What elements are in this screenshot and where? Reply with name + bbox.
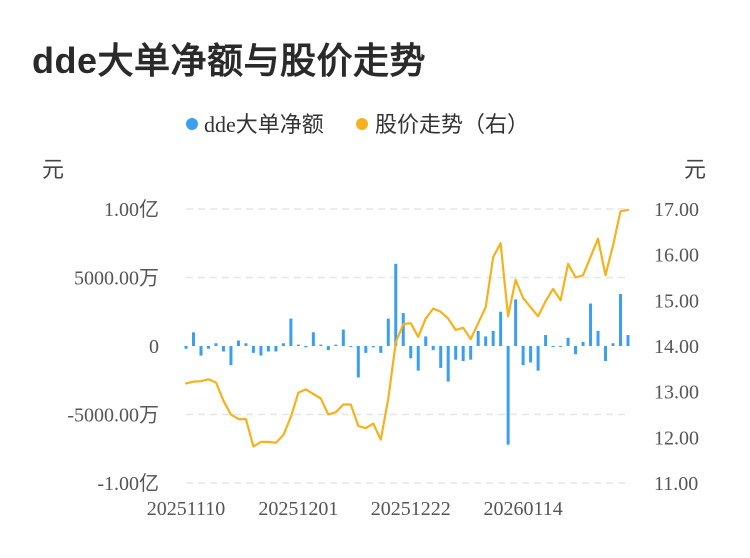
bar: [191, 332, 195, 346]
bar: [394, 263, 398, 346]
bar: [506, 346, 510, 445]
bar: [371, 346, 375, 348]
bar: [604, 346, 608, 362]
bar: [401, 313, 405, 346]
bar: [499, 311, 503, 346]
left-tick-label: -5000.00万: [67, 405, 159, 427]
axis-labels: 1.00亿 5000.00万 0 -5000.00万 -1.00亿 17.00 16.00 1…: [67, 198, 699, 520]
right-tick-label: 13.00: [654, 382, 699, 404]
right-tick-label: 14.00: [654, 336, 699, 358]
bar: [281, 343, 285, 346]
bar: [551, 346, 555, 347]
legend-label-line[interactable]: 股价走势（右）: [375, 112, 529, 137]
legend-label-bar[interactable]: dde大单净额: [204, 112, 324, 137]
right-tick-label: 16.00: [654, 245, 699, 267]
bar: [619, 293, 623, 346]
bar: [334, 344, 338, 346]
right-axis-unit: 元: [684, 157, 706, 182]
page-title: dde大单净额与股价走势: [32, 40, 427, 81]
bar: [199, 346, 203, 356]
bar: [454, 346, 458, 360]
left-axis-unit: 元: [42, 157, 64, 182]
bar: [596, 330, 600, 346]
bar: [236, 340, 240, 346]
grid-lines: [186, 208, 628, 484]
bar: [476, 330, 480, 346]
bar: [581, 341, 585, 346]
bar: [379, 346, 383, 353]
bar: [356, 346, 360, 378]
bar: [311, 332, 315, 346]
bar: [529, 346, 533, 363]
bar: [206, 346, 210, 349]
bar: [491, 330, 495, 346]
right-tick-label: 17.00: [654, 199, 699, 221]
bar: [349, 346, 353, 347]
legend-marker-bar[interactable]: [186, 118, 198, 130]
bar: [484, 336, 488, 346]
bar: [326, 346, 330, 351]
bar: [424, 336, 428, 346]
bar: [536, 346, 540, 371]
legend-marker-line[interactable]: [356, 118, 368, 130]
x-tick-label: 20251222: [371, 498, 451, 520]
right-tick-label: 15.00: [654, 290, 699, 312]
bar: [409, 346, 413, 359]
bar: [244, 343, 248, 346]
bar: [289, 318, 293, 346]
line-series: [184, 208, 630, 448]
bar: [274, 346, 278, 352]
bar: [251, 346, 255, 353]
bar: [514, 299, 518, 346]
bar: [319, 344, 323, 346]
bar: [439, 346, 443, 368]
left-tick-label: -1.00亿: [97, 472, 159, 495]
left-tick-label: 1.00亿: [104, 198, 159, 221]
bar: [626, 335, 630, 346]
bar: [416, 346, 420, 371]
x-tick-label: 20251201: [258, 498, 338, 520]
bar: [259, 346, 263, 356]
legend: dde大单净额 股价走势（右）: [186, 112, 529, 137]
bar: [461, 346, 465, 362]
left-tick-label: 5000.00万: [74, 268, 159, 290]
price-line: [184, 208, 630, 448]
bar: [589, 303, 593, 346]
bar: [611, 343, 615, 346]
bar: [469, 346, 473, 360]
bar: [341, 329, 345, 346]
bar: [559, 346, 563, 347]
bar: [214, 343, 218, 346]
bar: [304, 346, 308, 348]
bar: [266, 346, 270, 352]
bar: [566, 337, 570, 346]
right-tick-label: 12.00: [654, 427, 699, 449]
bar: [296, 344, 300, 346]
bar-series: [184, 263, 630, 445]
bar: [521, 346, 525, 366]
x-tick-label: 20251110: [147, 498, 226, 520]
bar: [221, 346, 225, 352]
x-tick-label: 20260114: [483, 498, 562, 520]
left-tick-label: 0: [149, 336, 159, 358]
bar: [386, 318, 390, 346]
bar: [446, 346, 450, 382]
bar: [229, 346, 233, 366]
bar: [364, 346, 368, 353]
bar: [544, 335, 548, 346]
bar: [574, 346, 578, 355]
right-tick-label: 11.00: [654, 473, 698, 495]
bar: [184, 346, 188, 349]
bar: [431, 346, 435, 351]
